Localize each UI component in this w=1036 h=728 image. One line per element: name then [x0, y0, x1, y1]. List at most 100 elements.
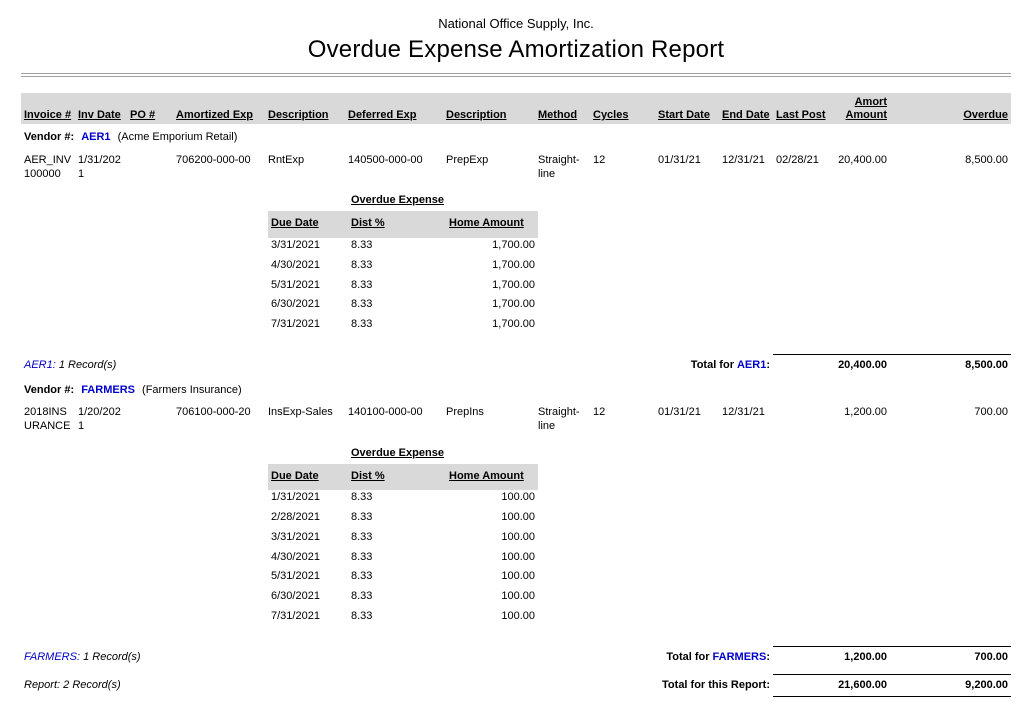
invoice-date: 1/31/2021 — [78, 153, 121, 180]
home-amount: 1,700.00 — [492, 298, 535, 311]
due-date: 7/31/2021 — [271, 318, 320, 331]
schedule-row: 6/30/2021 8.33 100.00 — [268, 589, 538, 609]
vendor-record-code: FARMERS: — [24, 650, 81, 663]
spacer-row — [21, 630, 1011, 647]
col-header-end-date: End Date — [719, 93, 773, 124]
home-amount: 100.00 — [501, 491, 535, 504]
overdue-schedule-row: Overdue Expense Due Date Dist % Home Amo… — [21, 185, 1011, 338]
col-header-last-post: Last Post — [773, 93, 829, 124]
col-header-invoice-date: Inv Date — [75, 93, 127, 124]
schedule-row: 3/31/2021 8.33 1,700.00 — [268, 238, 538, 258]
overdue-schedule-table: Due Date Dist % Home Amount 1/31/2021 8.3… — [268, 463, 538, 629]
subcol-header-label: Dist % — [351, 217, 385, 230]
deferred-exp-account: 140100-000-00 — [348, 405, 423, 418]
col-header-label: Amort Amount — [845, 96, 887, 121]
po-number — [127, 152, 173, 186]
col-header-amort-amount: Amort Amount — [829, 93, 890, 124]
subcol-header-home-amount: Home Amount — [446, 464, 538, 491]
overdue-schedule-cell: Overdue Expense Due Date Dist % Home Amo… — [265, 185, 538, 338]
vendor-record-count: FARMERS: 1 Record(s) — [21, 647, 590, 669]
dist-pct: 8.33 — [351, 530, 373, 543]
due-date: 6/30/2021 — [271, 590, 320, 603]
due-date: 7/31/2021 — [271, 609, 320, 622]
amortized-exp-account: 706100-000-20 — [176, 405, 251, 418]
title-divider-rule — [21, 73, 1011, 77]
schedule-row: 5/31/2021 8.33 100.00 — [268, 569, 538, 589]
schedule-row: 2/28/2021 8.33 100.00 — [268, 510, 538, 530]
vendor-summary-row: FARMERS: 1 Record(s) Total for FARMERS: 1… — [21, 646, 1011, 669]
po-number — [127, 404, 173, 438]
col-header-label: Description — [268, 108, 329, 121]
vendor-record-text: 1 Record(s) — [83, 650, 141, 663]
method: Straight-line — [538, 405, 580, 433]
vendor-heading: Vendor #: FARMERS (Farmers Insurance) — [21, 377, 1011, 404]
home-amount: 100.00 — [501, 511, 535, 524]
due-date: 3/31/2021 — [271, 239, 320, 252]
subcol-header-label: Home Amount — [449, 217, 524, 230]
total-colon: : — [766, 650, 770, 663]
amortized-exp-account: 706200-000-00 — [176, 153, 251, 166]
due-date: 6/30/2021 — [271, 298, 320, 311]
dist-pct: 8.33 — [351, 570, 373, 583]
amortized-exp-description: RntExp — [268, 153, 305, 166]
col-header-label: Overdue — [963, 108, 1008, 121]
col-header-po-number: PO # — [127, 93, 173, 124]
report-total-label: Total for this Report: — [590, 675, 773, 697]
vendor-total-amort: 20,400.00 — [773, 354, 890, 377]
subtable-title-row: Overdue Expense — [268, 446, 532, 460]
dist-pct: 8.33 — [351, 278, 373, 291]
home-amount: 100.00 — [501, 570, 535, 583]
schedule-row: 6/30/2021 8.33 1,700.00 — [268, 297, 538, 317]
col-header-deferred-description: Description — [443, 93, 535, 124]
subtable-title-row: Overdue Expense — [268, 193, 532, 207]
deferred-exp-description: PrepIns — [446, 405, 484, 418]
col-header-overdue: Overdue — [890, 93, 1011, 124]
vendor-record-count: AER1: 1 Record(s) — [21, 355, 590, 377]
subcol-header-dist-pct: Dist % — [348, 211, 446, 238]
vendor-code: AER1 — [81, 131, 111, 144]
subtable-title: Overdue Expense — [351, 194, 444, 207]
vendor-name: (Farmers Insurance) — [142, 383, 242, 396]
report-title: Overdue Expense Amortization Report — [307, 36, 725, 63]
schedule-row: 4/30/2021 8.33 1,700.00 — [268, 258, 538, 278]
subcol-header-home-amount: Home Amount — [446, 211, 538, 238]
col-header-label: Method — [538, 108, 578, 121]
total-vendor-code: FARMERS — [712, 650, 767, 663]
vendor-label: Vendor #: — [24, 131, 75, 144]
col-header-method: Method — [535, 93, 590, 124]
due-date: 3/31/2021 — [271, 530, 320, 543]
home-amount: 100.00 — [501, 590, 535, 603]
schedule-header-row: Due Date Dist % Home Amount — [268, 463, 538, 491]
start-date: 01/31/21 — [658, 153, 701, 166]
vendor-total-amort: 1,200.00 — [773, 646, 890, 669]
schedule-header-row: Due Date Dist % Home Amount — [268, 211, 538, 239]
invoice-number: 2018INSURANCE — [24, 405, 71, 433]
due-date: 5/31/2021 — [271, 570, 320, 583]
subcol-header-label: Due Date — [271, 217, 319, 230]
report-record-code: Report: — [24, 678, 61, 691]
dist-pct: 8.33 — [351, 298, 373, 311]
deferred-exp-account: 140500-000-00 — [348, 153, 423, 166]
vendor-heading-row: Vendor #: AER1 (Acme Emporium Retail) — [21, 124, 1011, 151]
amort-amount: 1,200.00 — [844, 405, 887, 418]
dist-pct: 8.33 — [351, 590, 373, 603]
invoice-detail-row: AER_INV100000 1/31/2021 706200-000-00 Rn… — [21, 152, 1011, 186]
spacer-row — [21, 338, 1011, 355]
amortized-exp-description: InsExp-Sales — [268, 405, 333, 418]
col-header-label: Inv Date — [78, 108, 121, 121]
deferred-exp-description: PrepExp — [446, 153, 489, 166]
due-date: 1/31/2021 — [271, 491, 320, 504]
subcol-header-dist-pct: Dist % — [348, 464, 446, 491]
report-total-label-text: Total for this Report: — [662, 678, 770, 691]
subcol-header-label: Due Date — [271, 469, 319, 482]
home-amount: 1,700.00 — [492, 239, 535, 252]
schedule-left-gap — [21, 185, 265, 338]
amort-amount: 20,400.00 — [838, 153, 887, 166]
end-date: 12/31/21 — [722, 153, 765, 166]
vendor-total-overdue: 700.00 — [890, 646, 1011, 669]
home-amount: 1,700.00 — [492, 278, 535, 291]
dist-pct: 8.33 — [351, 511, 373, 524]
schedule-row: 4/30/2021 8.33 100.00 — [268, 550, 538, 570]
subcol-header-label: Home Amount — [449, 469, 524, 482]
